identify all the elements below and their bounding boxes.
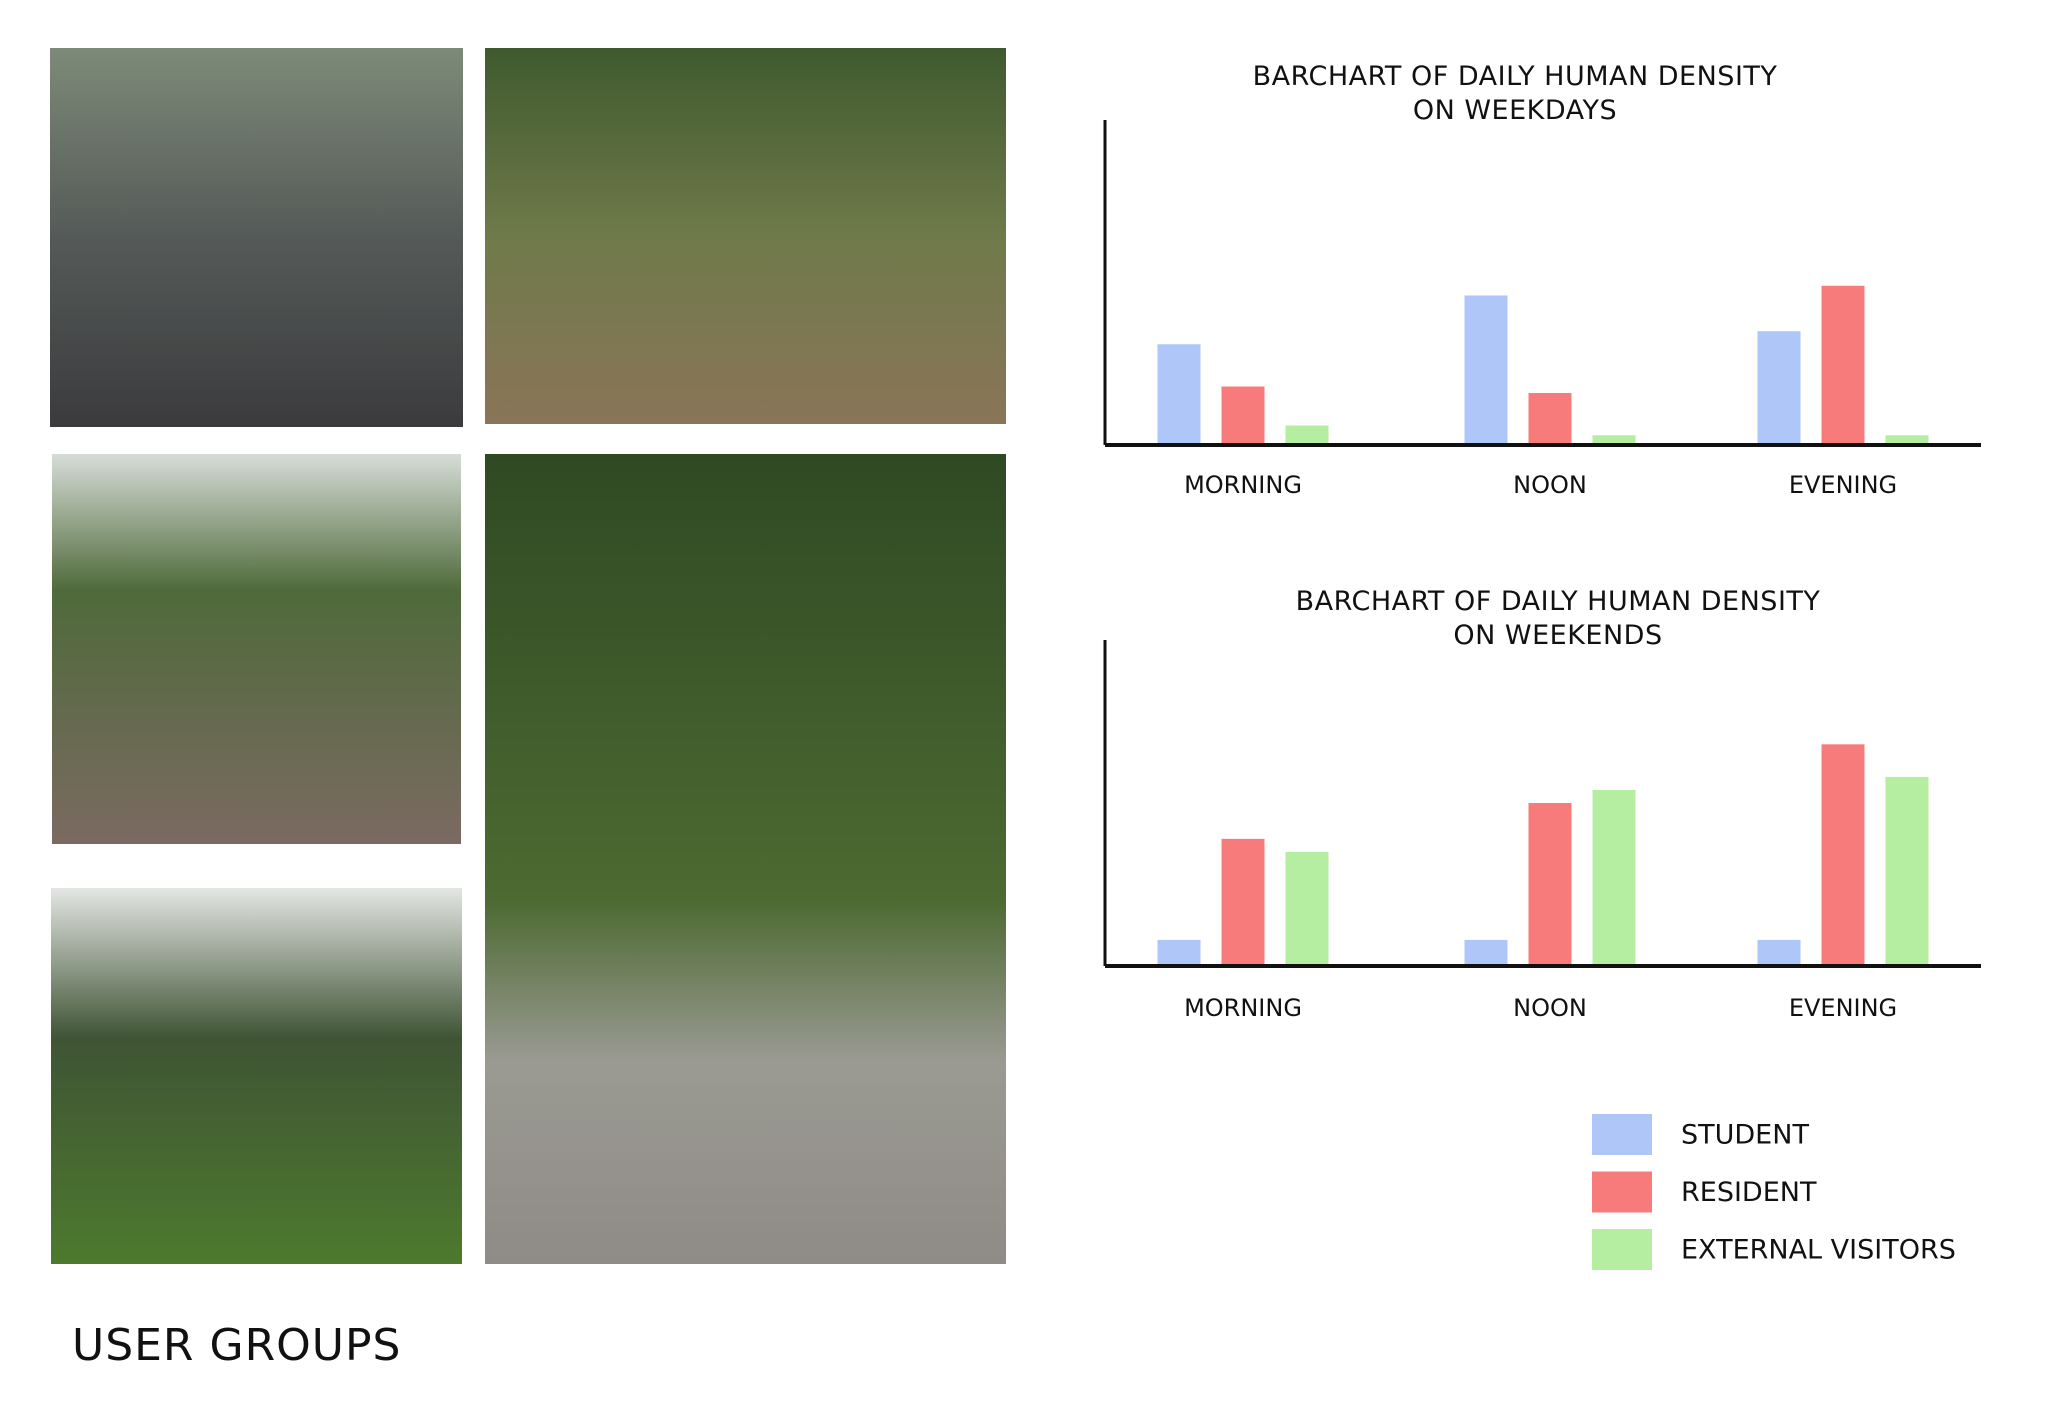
photo xyxy=(485,454,1006,1264)
x-tick-label: EVENING xyxy=(1789,994,1897,1022)
x-tick-label: MORNING xyxy=(1184,994,1302,1022)
bar xyxy=(1285,851,1329,966)
bar xyxy=(1757,939,1801,966)
x-tick-label: MORNING xyxy=(1184,471,1302,499)
photo xyxy=(50,48,463,427)
bar xyxy=(1528,393,1572,445)
chart-title: BARCHART OF DAILY HUMAN DENSITY ON WEEKE… xyxy=(1295,586,1821,651)
bar xyxy=(1464,939,1508,966)
x-tick-label: NOON xyxy=(1513,471,1587,499)
bar xyxy=(1285,425,1329,445)
page-title: USER GROUPS xyxy=(72,1320,402,1371)
photo xyxy=(52,454,461,844)
bar xyxy=(1464,295,1508,445)
bar xyxy=(1592,435,1636,445)
bar xyxy=(1528,803,1572,966)
legend-label: RESIDENT xyxy=(1681,1177,1817,1208)
bar xyxy=(1885,435,1929,445)
bar xyxy=(1821,744,1865,966)
photo xyxy=(51,888,462,1264)
x-tick-label: EVENING xyxy=(1789,471,1897,499)
bar xyxy=(1592,789,1636,966)
chart-title: BARCHART OF DAILY HUMAN DENSITY ON WEEKD… xyxy=(1252,61,1778,126)
bar xyxy=(1757,331,1801,445)
bar xyxy=(1157,939,1201,966)
bar xyxy=(1221,386,1265,445)
legend-label: EXTERNAL VISITORS xyxy=(1681,1235,1956,1266)
x-tick-label: NOON xyxy=(1513,994,1587,1022)
legend-label: STUDENT xyxy=(1681,1120,1809,1151)
bar xyxy=(1821,285,1865,445)
legend-swatch xyxy=(1592,1171,1652,1213)
legend-swatch xyxy=(1592,1229,1652,1270)
bar xyxy=(1885,776,1929,966)
bar xyxy=(1221,838,1265,966)
bar xyxy=(1157,344,1201,445)
photo xyxy=(485,48,1006,424)
legend-swatch xyxy=(1592,1114,1652,1155)
